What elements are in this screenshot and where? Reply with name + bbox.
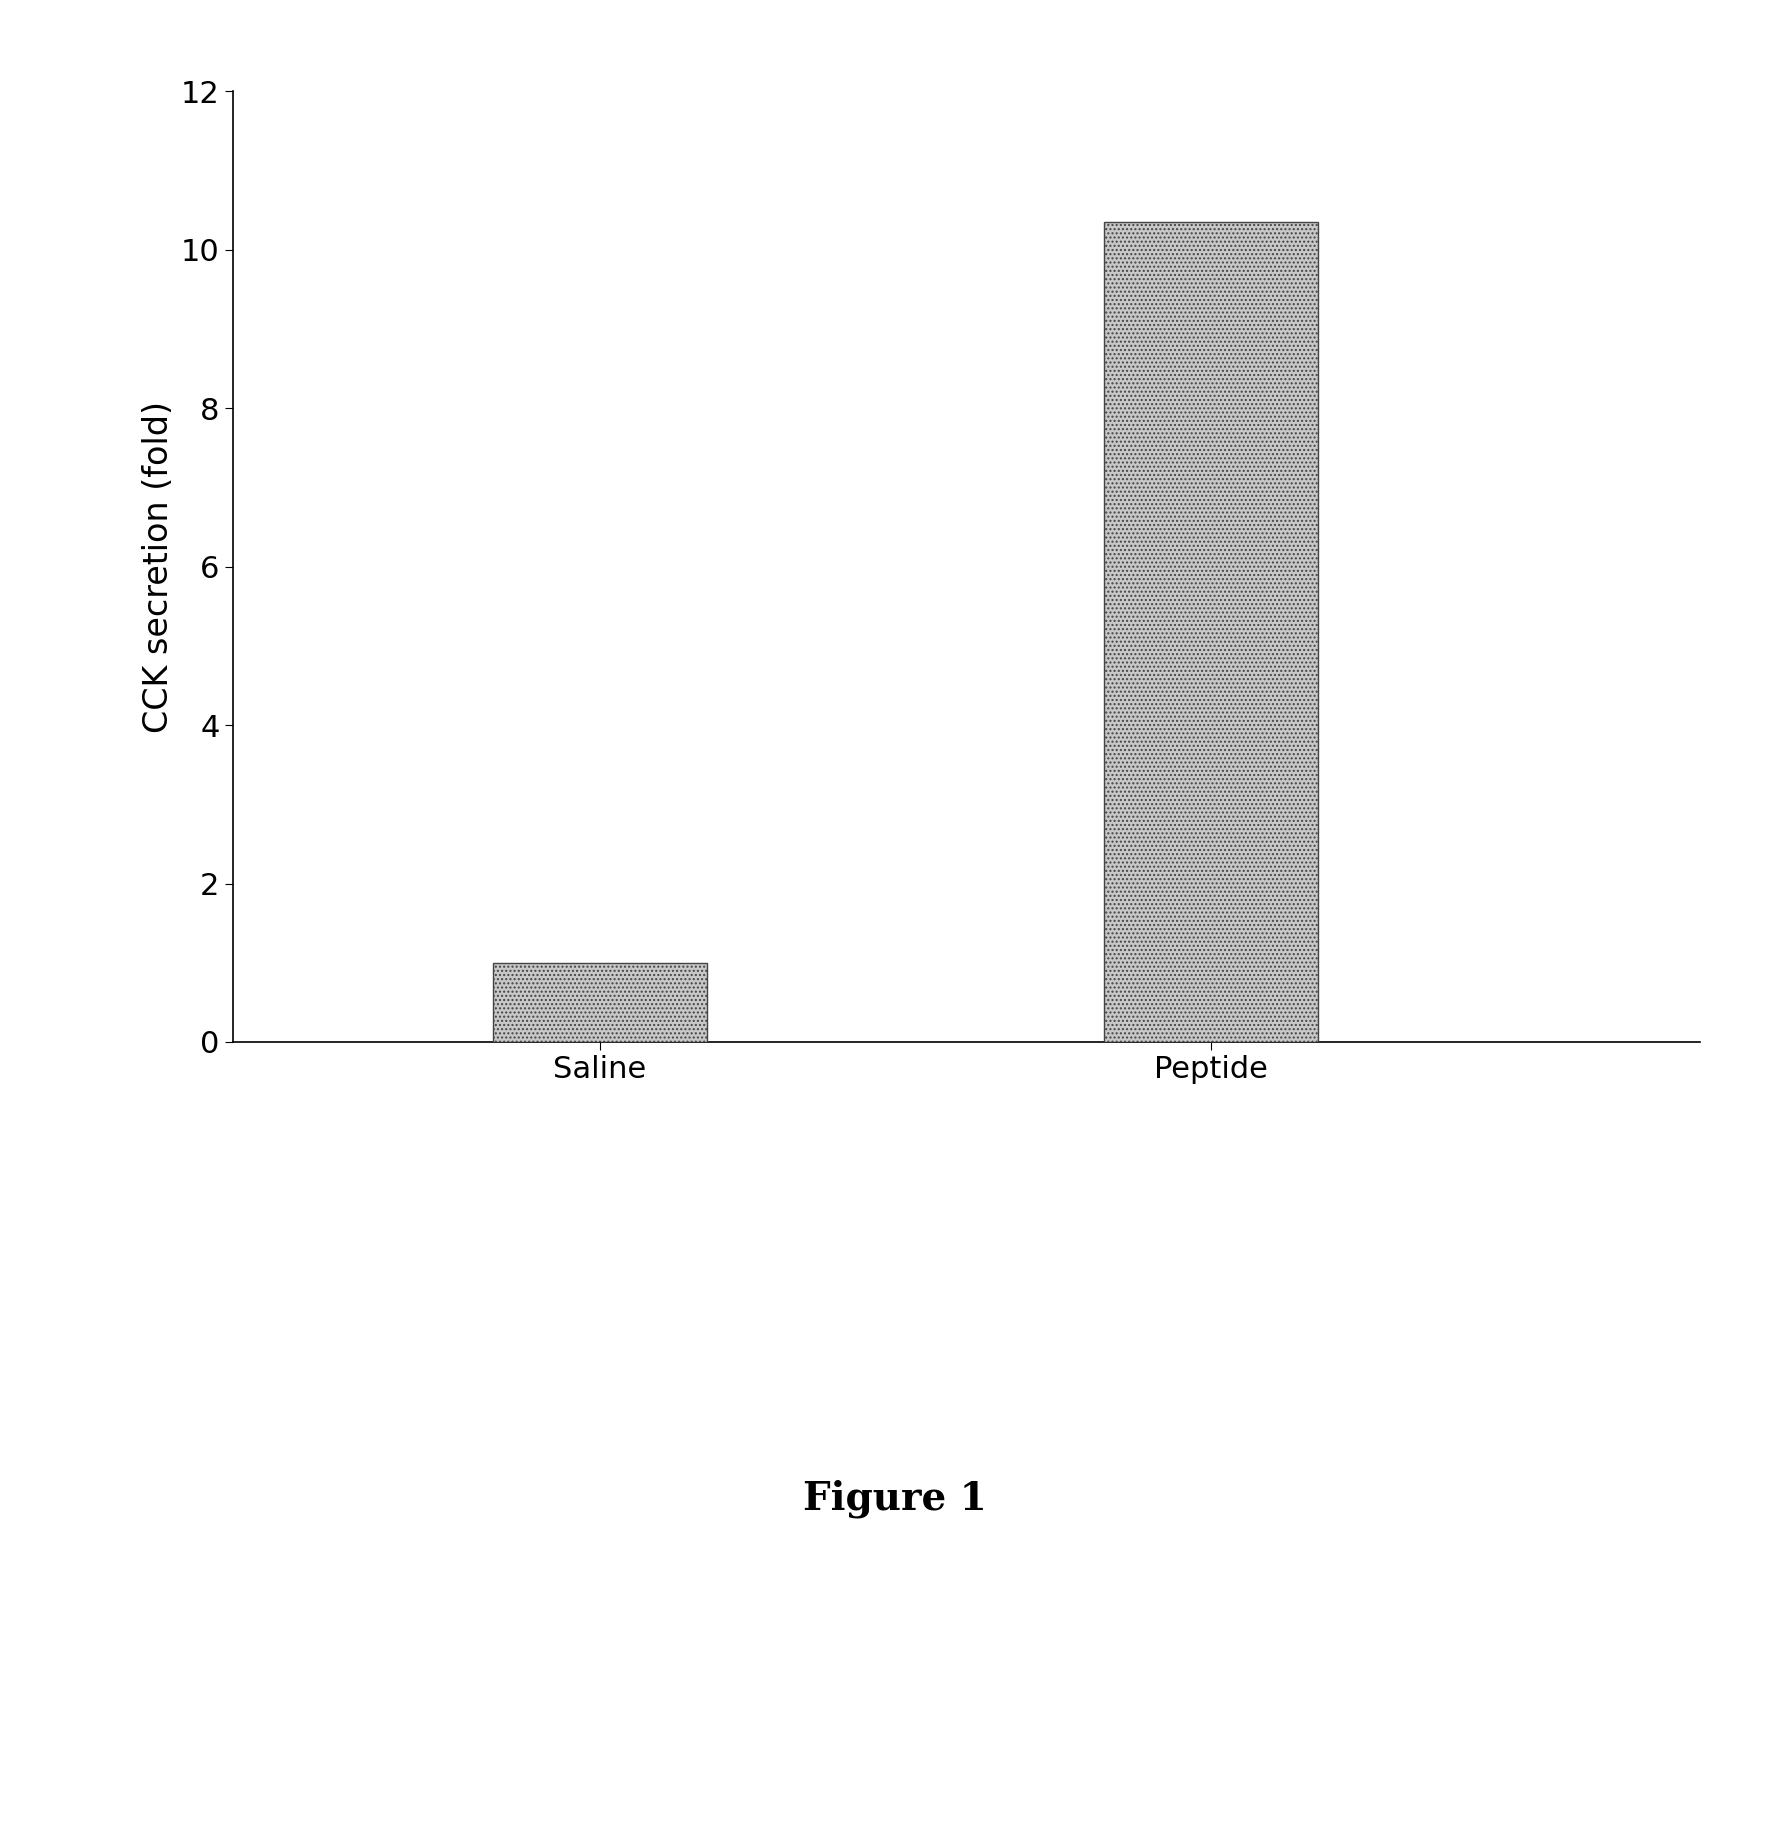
Y-axis label: CCK secretion (fold): CCK secretion (fold) (141, 400, 175, 733)
Bar (1104, 223, 1317, 1042)
Text: Figure 1: Figure 1 (803, 1479, 986, 1519)
Bar (492, 963, 707, 1042)
